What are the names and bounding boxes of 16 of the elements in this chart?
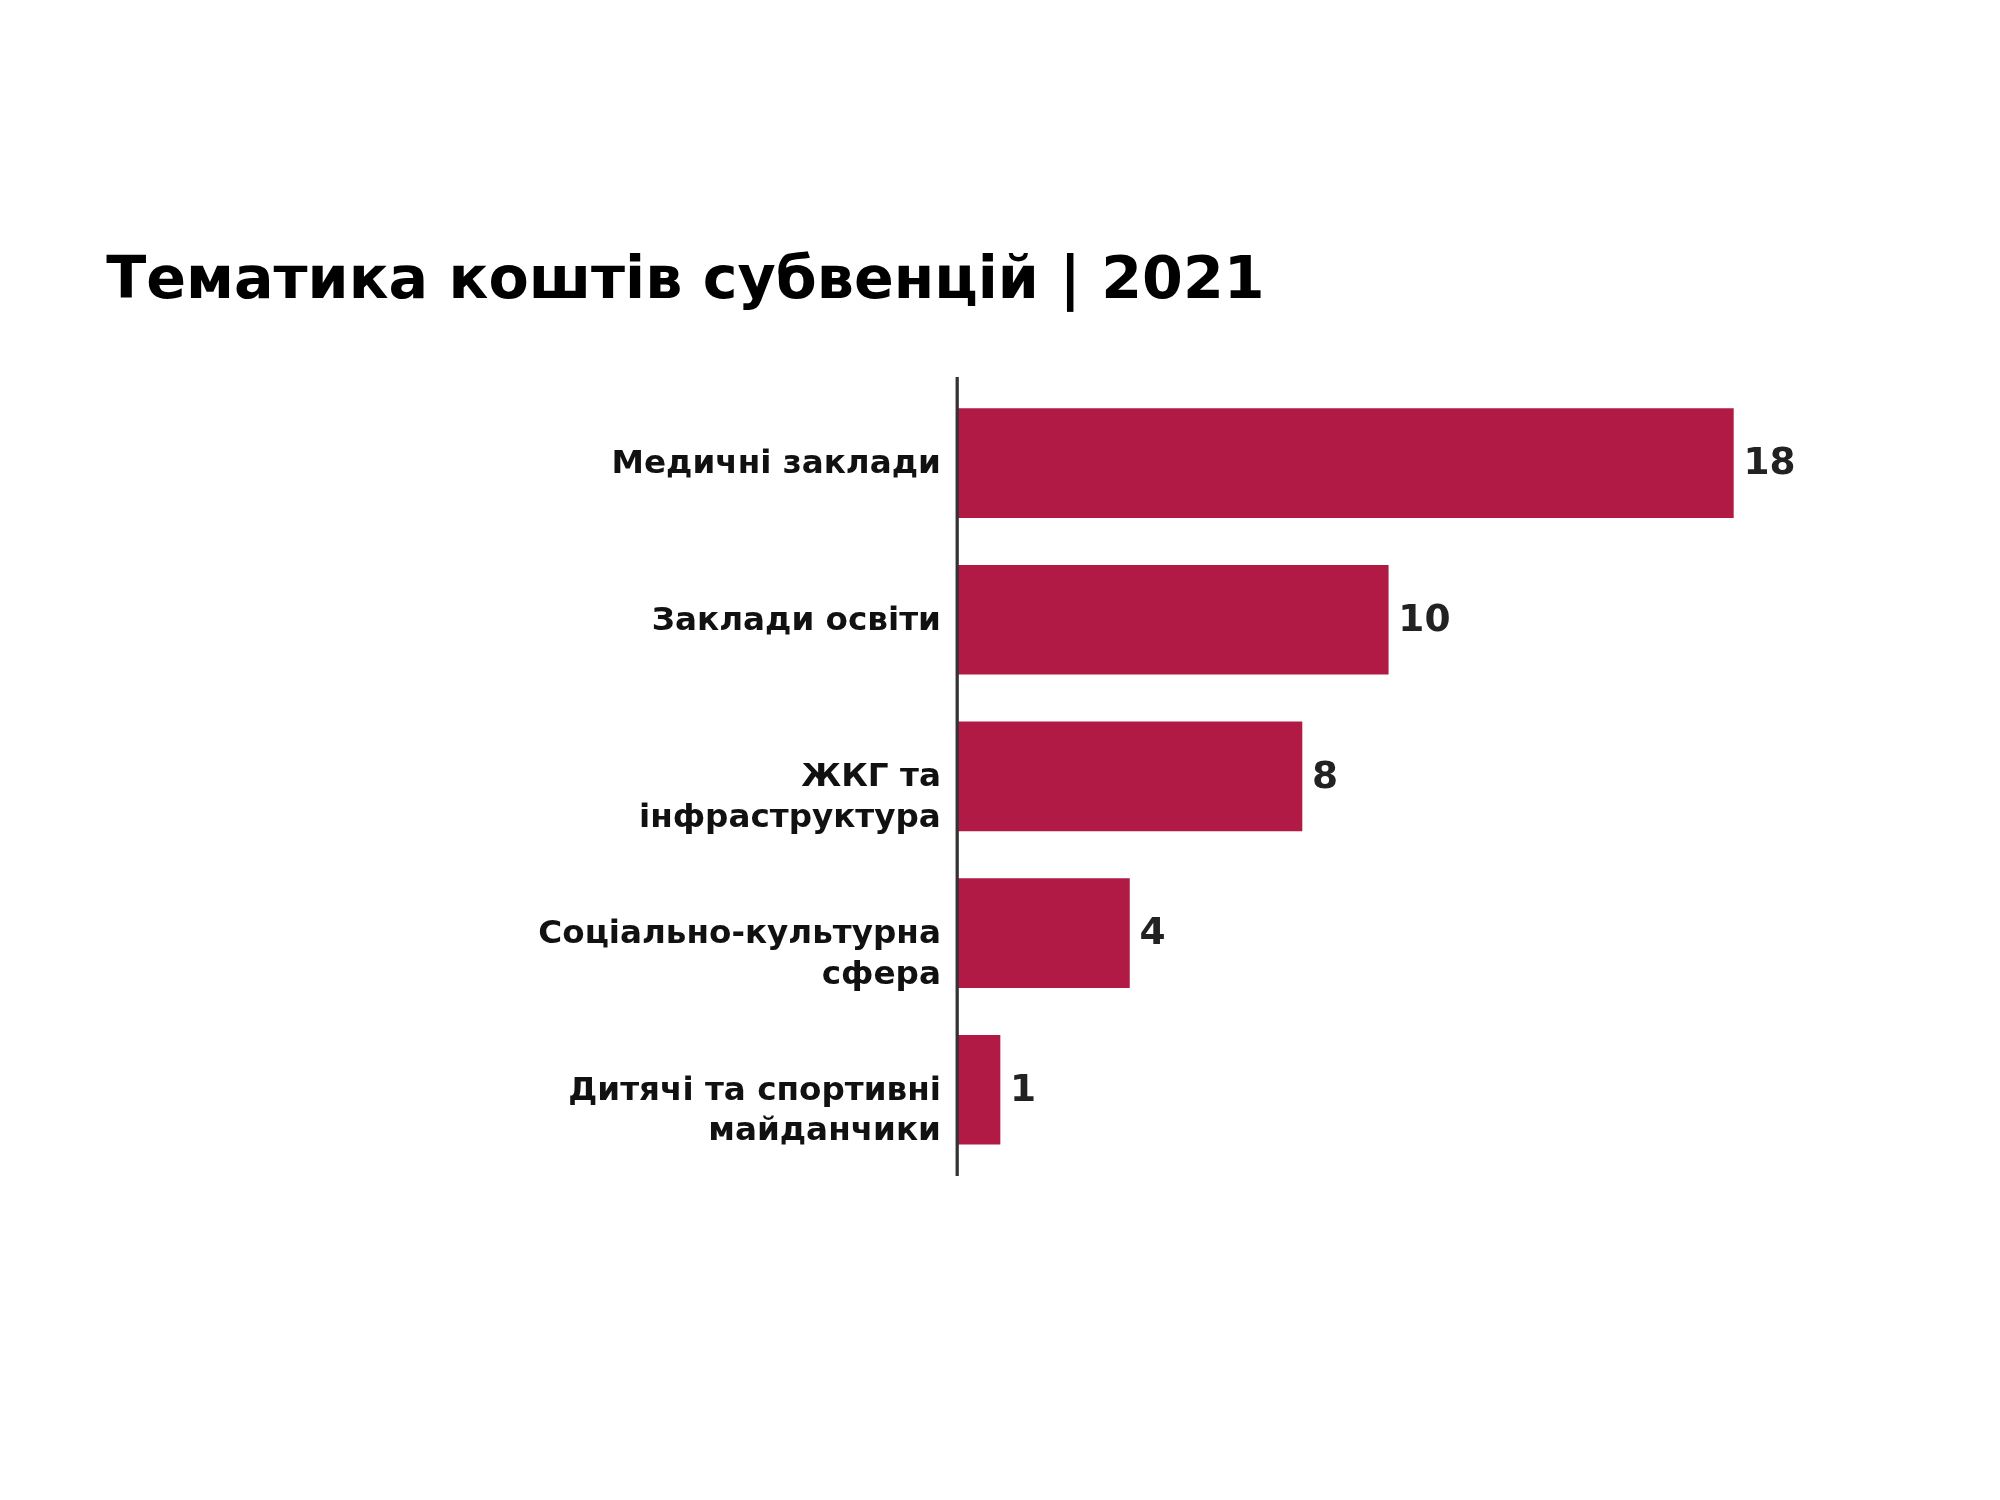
data-label: 18 bbox=[1743, 439, 1796, 484]
data-label: 8 bbox=[1312, 752, 1339, 797]
data-label: 4 bbox=[1139, 909, 1166, 954]
bar bbox=[957, 564, 1389, 675]
data-label: 10 bbox=[1398, 596, 1451, 641]
bar bbox=[957, 721, 1303, 832]
data-label: 1 bbox=[1010, 1066, 1037, 1111]
y-tick-label: ЖКГ та інфраструктура bbox=[639, 756, 941, 835]
bar bbox=[957, 878, 1130, 988]
chart-title: Тематика коштів субвенцій | 2021 bbox=[106, 243, 1265, 312]
y-tick-label: Соціально-культурна сфера bbox=[538, 912, 941, 992]
y-tick-label: Медичні заклади bbox=[611, 442, 941, 481]
bar bbox=[957, 408, 1734, 518]
bar bbox=[957, 1034, 1001, 1145]
y-tick-label: Дитячі та спортивні майданчики bbox=[568, 1069, 941, 1149]
y-tick-label: Заклади освіти bbox=[651, 599, 941, 638]
